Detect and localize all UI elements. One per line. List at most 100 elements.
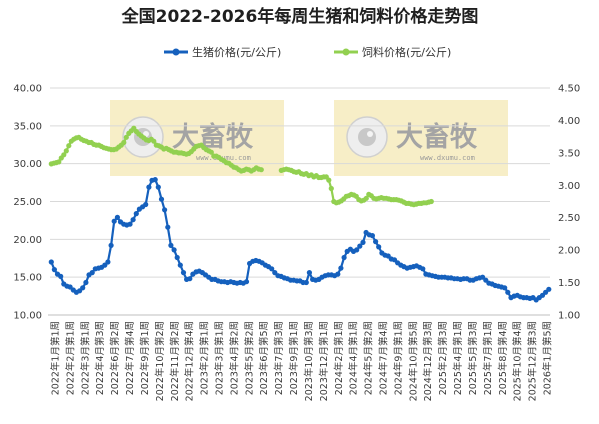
- pig-point: [80, 285, 86, 291]
- x-tick-label: 2025年4月第1周: [452, 321, 464, 395]
- feed-point: [61, 152, 67, 158]
- pig-point: [105, 259, 111, 265]
- pig-point: [505, 289, 511, 295]
- right-tick-label: 1.50: [558, 278, 580, 289]
- pig-point: [114, 214, 120, 220]
- pig-point: [180, 270, 187, 276]
- x-tick-label: 2024年12月第3周: [422, 321, 434, 401]
- pig-point: [272, 270, 278, 276]
- feed-point: [258, 167, 264, 173]
- pig-point: [171, 247, 177, 253]
- pig-point: [174, 254, 180, 261]
- left-tick-label: 35.00: [13, 121, 42, 132]
- watermark-left: 大畜牧 www.dxumu.com: [110, 100, 284, 176]
- pig-point: [48, 259, 54, 265]
- pig-point: [152, 177, 158, 183]
- x-axis: 2022年1月第1周 2022年2月第1周 2022年3月第1周 2022年4月第3周…: [50, 321, 554, 401]
- x-tick-label: 2022年3月第1周: [79, 321, 91, 395]
- x-tick-label: 2024年10月第5周: [407, 321, 419, 401]
- x-tick-label: 2024年7月第4周: [378, 321, 390, 395]
- left-tick-label: 25.00: [13, 197, 42, 208]
- left-tick-label: 15.00: [13, 273, 42, 284]
- legend-feed-marker: [342, 48, 350, 56]
- pig-point: [127, 221, 133, 227]
- left-axis: 10.00 15.00 20.00 25.00 30.00 35.00 40.00: [13, 84, 42, 322]
- x-tick-label: 2024年5月第2周: [363, 321, 375, 395]
- x-tick-label: 2023年6月第5周: [258, 321, 270, 395]
- left-tick-label: 10.00: [13, 311, 42, 322]
- x-tick-label: 2023年4月第2周: [228, 321, 240, 395]
- right-tick-label: 2.50: [558, 213, 580, 224]
- pig-point: [51, 267, 58, 273]
- pig-point: [360, 239, 366, 245]
- feed-point: [121, 139, 127, 146]
- right-tick-label: 3.50: [558, 148, 580, 159]
- x-tick-label: 2026年1月第5周: [542, 321, 554, 395]
- pig-point: [133, 211, 139, 217]
- pig-point: [338, 265, 344, 271]
- series-pig: [48, 177, 552, 303]
- pig-point: [357, 243, 363, 249]
- watermark-right-url: www.dxumu.com: [420, 154, 475, 162]
- pig-point: [335, 271, 341, 277]
- x-tick-label: 2023年12月第1周: [318, 321, 330, 401]
- pig-point: [243, 279, 250, 285]
- pig-point: [162, 207, 168, 213]
- pig-point: [165, 224, 171, 230]
- pig-point: [502, 285, 508, 291]
- pig-point: [420, 266, 426, 272]
- series-feed: [48, 125, 434, 208]
- pig-point: [373, 239, 379, 245]
- x-tick-label: 2022年11月第2周: [169, 321, 181, 401]
- left-tick-label: 30.00: [13, 159, 42, 170]
- pig-point: [269, 266, 275, 272]
- legend-pig-label: 生猪价格(元/公斤): [192, 45, 281, 59]
- feed-point: [63, 148, 69, 154]
- pig-point: [146, 184, 152, 190]
- feed-point: [326, 177, 332, 183]
- pig-point: [369, 233, 375, 239]
- feed-point: [66, 143, 72, 149]
- x-tick-label: 2022年1月第1周: [50, 321, 62, 395]
- feed-point: [328, 185, 334, 192]
- pig-point: [89, 270, 95, 276]
- eye-logo-icon: [346, 116, 388, 158]
- x-tick-label: 2025年5月第3周: [467, 321, 479, 395]
- feed-point: [428, 198, 434, 205]
- x-tick-label: 2023年3月第1周: [214, 321, 226, 395]
- pig-point: [58, 273, 64, 279]
- feed-point: [208, 149, 214, 155]
- pig-point: [187, 276, 193, 282]
- x-tick-label: 2024年9月第1周: [392, 321, 404, 395]
- right-tick-label: 4.50: [558, 84, 580, 95]
- pig-point: [177, 262, 183, 268]
- pig-point: [376, 244, 382, 250]
- x-tick-label: 2025年8月第4周: [497, 321, 509, 395]
- pig-point: [158, 196, 165, 202]
- x-tick-label: 2023年9月第1周: [288, 321, 300, 395]
- pig-point: [306, 270, 312, 276]
- feed-point: [56, 159, 62, 165]
- legend-feed-label: 饲料价格(元/公斤): [362, 45, 451, 59]
- x-tick-label: 2023年10月第3周: [303, 321, 315, 401]
- feed-point: [123, 134, 129, 140]
- x-tick-label: 2024年2月第1周: [333, 321, 345, 395]
- x-tick-label: 2025年10月第4周: [512, 321, 524, 401]
- pig-point: [354, 247, 360, 253]
- pig-point: [168, 242, 174, 248]
- x-tick-label: 2023年5月第2周: [243, 321, 255, 395]
- x-tick-label: 2022年10月第2周: [154, 321, 166, 401]
- right-axis: 1.00 1.50 2.00 2.50 3.00 3.50 4.00 4.50: [558, 84, 580, 322]
- x-tick-label: 2022年6月第2周: [109, 321, 121, 395]
- pig-point: [155, 184, 161, 190]
- left-tick-label: 40.00: [13, 84, 42, 95]
- x-tick-label: 2025年12月第3周: [527, 321, 539, 401]
- pig-point: [303, 279, 309, 286]
- right-tick-label: 2.00: [558, 246, 580, 257]
- x-tick-label: 2025年2月第3周: [437, 321, 449, 395]
- pig-point: [108, 242, 114, 248]
- x-tick-label: 2025年7月第1周: [482, 321, 494, 395]
- left-tick-label: 20.00: [13, 235, 42, 246]
